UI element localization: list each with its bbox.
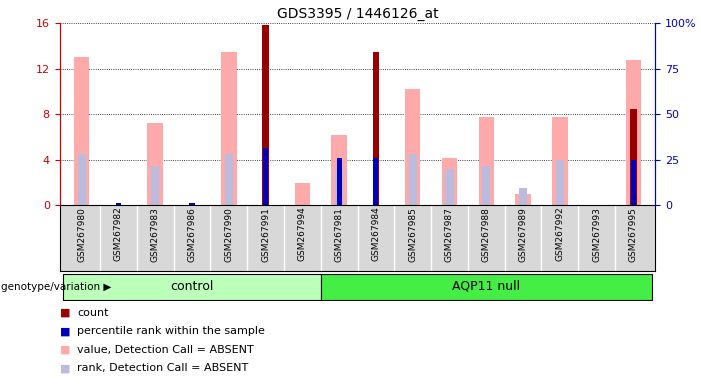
Text: ■: ■: [60, 363, 70, 373]
Bar: [515, 194, 531, 205]
Bar: [631, 160, 636, 205]
Text: value, Detection Call = ABSENT: value, Detection Call = ABSENT: [77, 345, 254, 355]
Text: ■: ■: [60, 345, 70, 355]
Bar: [442, 157, 457, 205]
Text: GSM267985: GSM267985: [408, 207, 417, 262]
Bar: [552, 116, 568, 205]
Text: GSM267989: GSM267989: [519, 207, 528, 262]
Bar: [294, 183, 310, 205]
Text: AQP11 null: AQP11 null: [452, 280, 520, 293]
Bar: [482, 166, 490, 205]
Bar: [332, 135, 347, 205]
Bar: [409, 154, 416, 205]
Text: GSM267983: GSM267983: [151, 207, 160, 262]
Bar: [151, 166, 159, 205]
Text: GSM267987: GSM267987: [445, 207, 454, 262]
Bar: [374, 157, 379, 205]
Text: control: control: [170, 280, 214, 293]
Text: GSM267995: GSM267995: [629, 207, 638, 262]
Text: GSM267988: GSM267988: [482, 207, 491, 262]
Text: GSM267991: GSM267991: [261, 207, 270, 262]
Text: GSM267992: GSM267992: [555, 207, 564, 262]
Bar: [74, 57, 90, 205]
Text: GSM267990: GSM267990: [224, 207, 233, 262]
Text: rank, Detection Call = ABSENT: rank, Detection Call = ABSENT: [77, 363, 248, 373]
Bar: [625, 60, 641, 205]
Bar: [147, 123, 163, 205]
Bar: [189, 203, 195, 205]
FancyBboxPatch shape: [63, 274, 321, 300]
Bar: [630, 109, 637, 205]
Bar: [479, 116, 494, 205]
Title: GDS3395 / 1446126_at: GDS3395 / 1446126_at: [277, 7, 438, 21]
Text: GSM267984: GSM267984: [372, 207, 381, 262]
Text: percentile rank within the sample: percentile rank within the sample: [77, 326, 265, 336]
Text: GSM267981: GSM267981: [334, 207, 343, 262]
Bar: [519, 188, 527, 205]
Bar: [556, 160, 564, 205]
Bar: [225, 154, 233, 205]
Bar: [263, 149, 268, 205]
Text: GSM267993: GSM267993: [592, 207, 601, 262]
Text: genotype/variation ▶: genotype/variation ▶: [1, 282, 111, 292]
Text: ■: ■: [60, 308, 70, 318]
Text: GSM267980: GSM267980: [77, 207, 86, 262]
Bar: [116, 203, 121, 205]
Text: GSM267982: GSM267982: [114, 207, 123, 262]
Text: ■: ■: [60, 326, 70, 336]
Bar: [262, 25, 269, 205]
Bar: [335, 169, 343, 205]
Bar: [405, 89, 421, 205]
Bar: [445, 169, 454, 205]
Text: GSM267986: GSM267986: [187, 207, 196, 262]
Text: count: count: [77, 308, 109, 318]
Bar: [336, 157, 341, 205]
FancyBboxPatch shape: [321, 274, 652, 300]
Bar: [221, 51, 236, 205]
Bar: [373, 51, 379, 205]
Bar: [78, 154, 86, 205]
Text: GSM267994: GSM267994: [298, 207, 307, 262]
